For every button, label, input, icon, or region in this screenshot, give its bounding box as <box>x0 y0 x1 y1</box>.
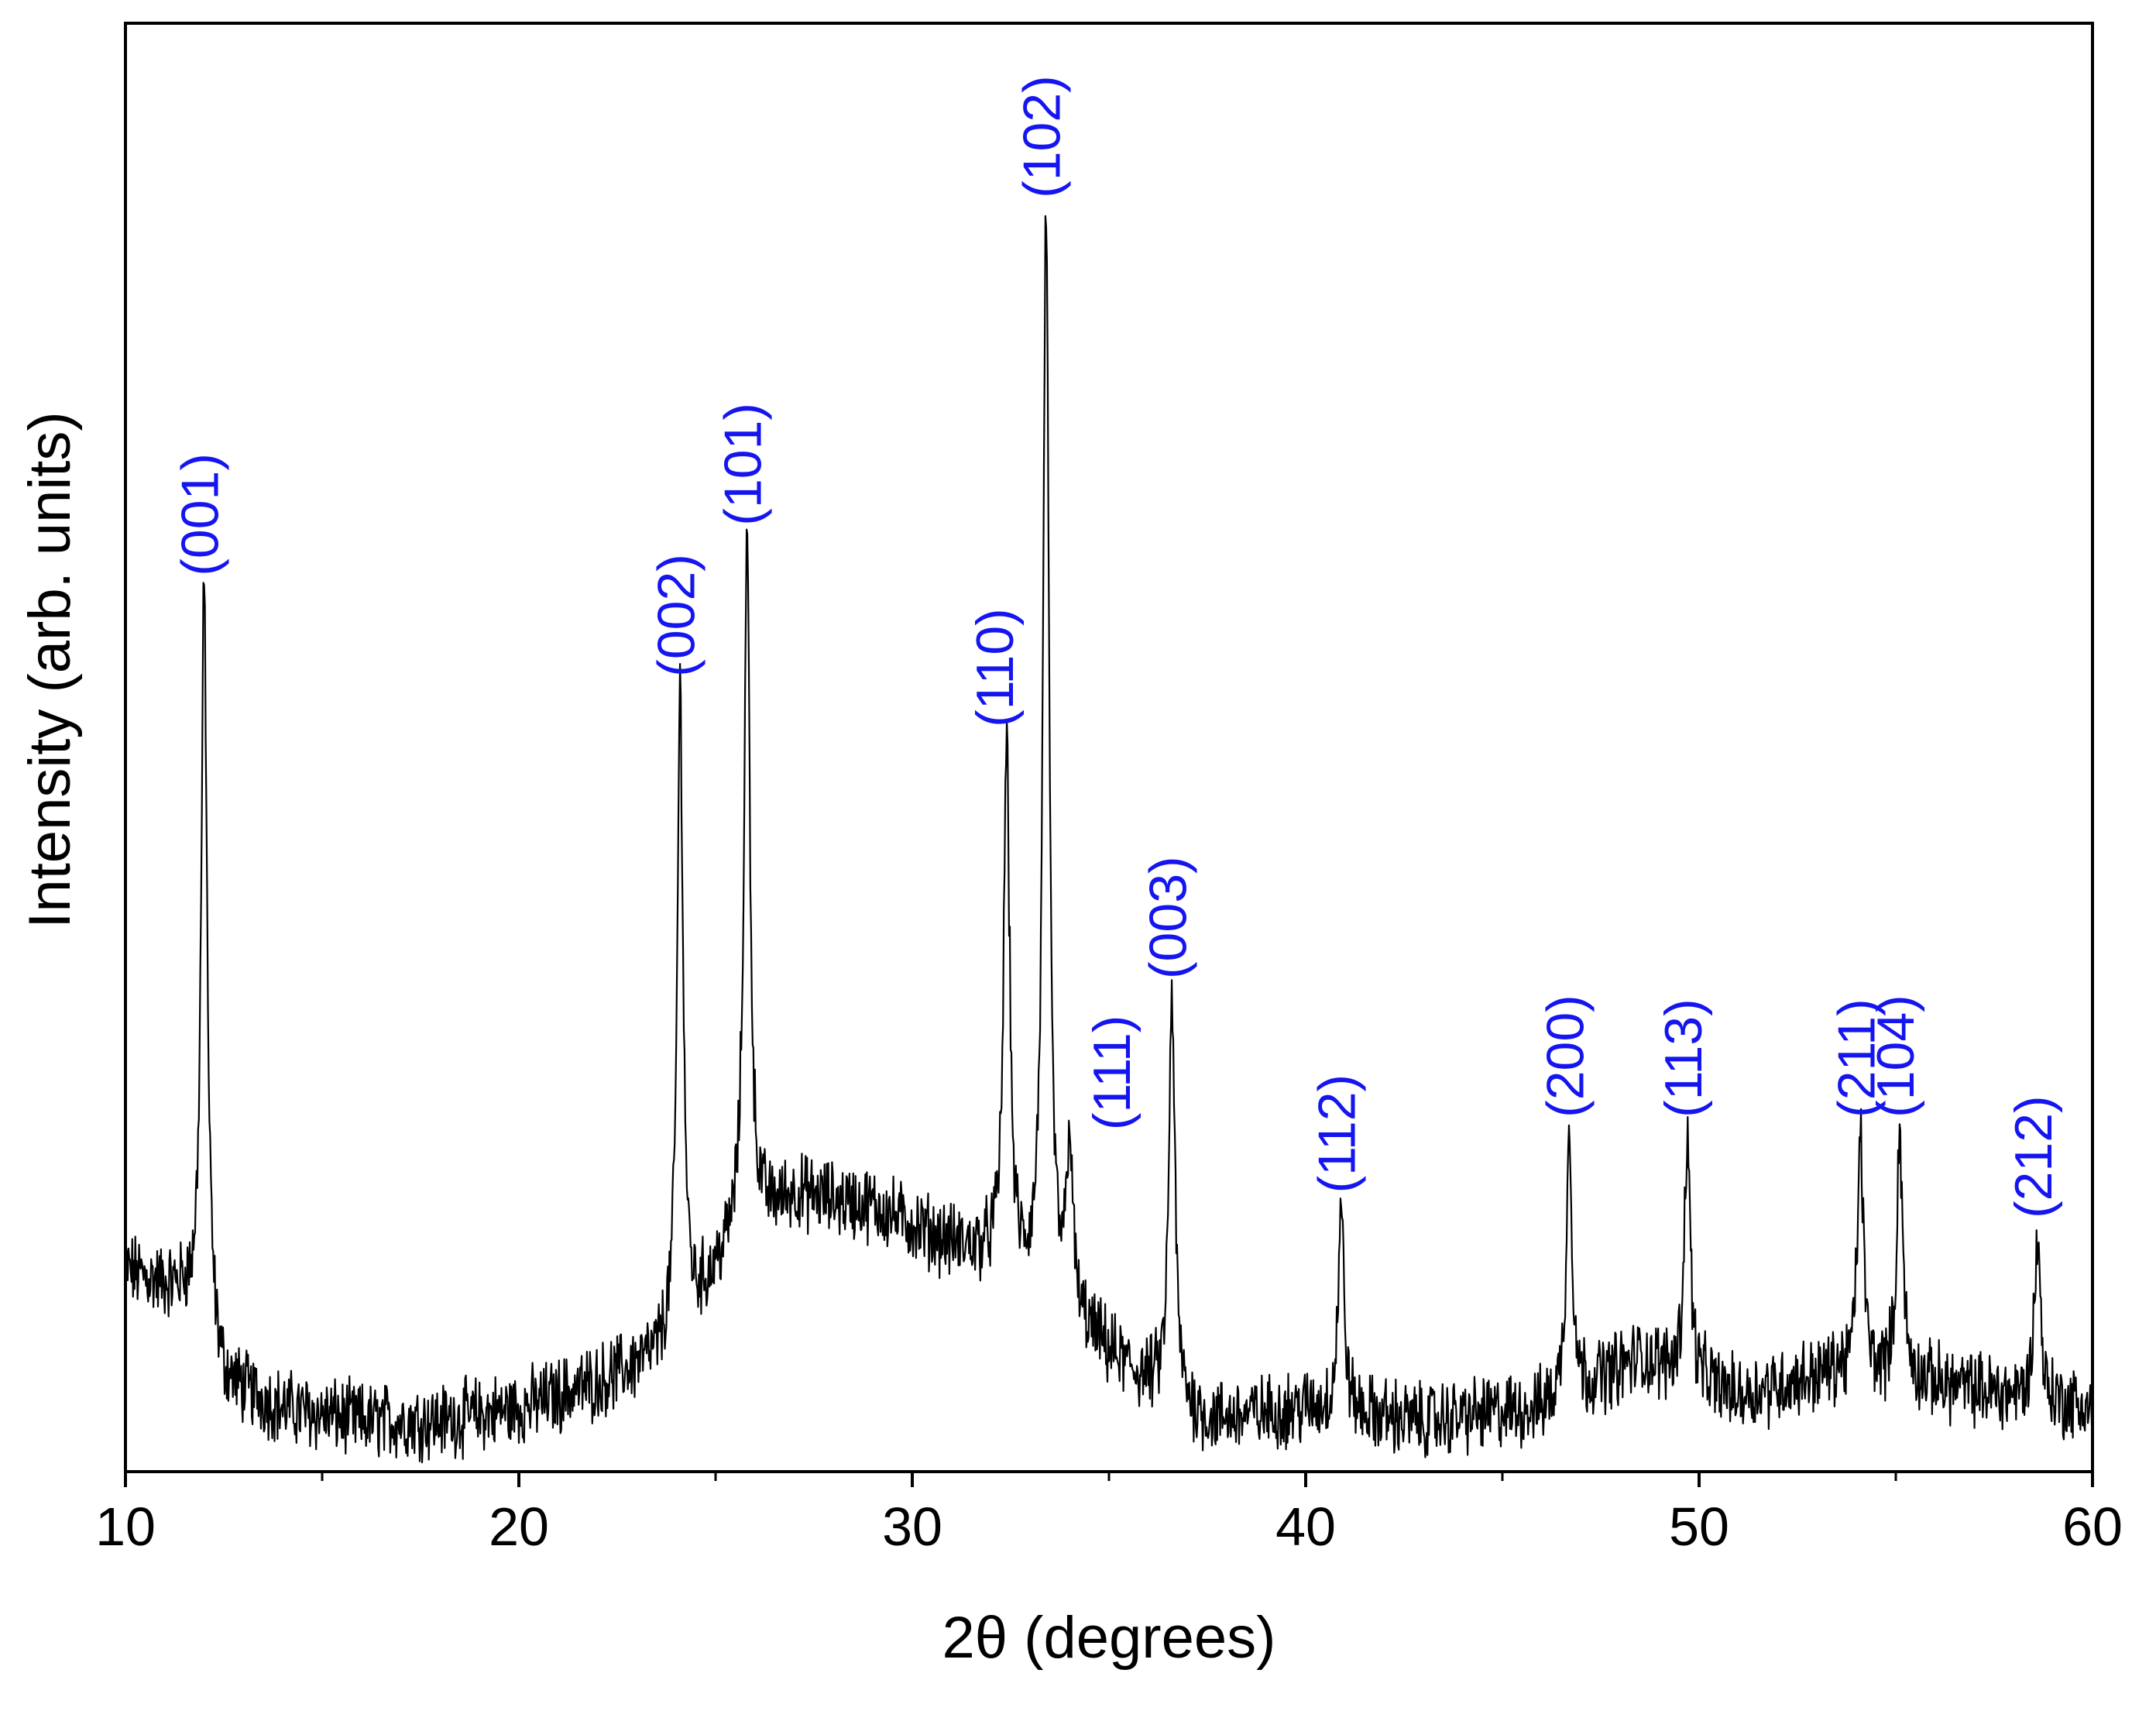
peak-label: (003) <box>1138 856 1197 979</box>
peak-labels: (001) (002)(101) (110) (102) (111) (003) (112)… <box>171 75 2063 1218</box>
x-axis-title: 2θ (degrees) <box>942 1605 1276 1671</box>
peak-label: (200) <box>1536 995 1595 1118</box>
xrd-pattern-line <box>124 215 2094 1464</box>
peak-label: (104) <box>1866 995 1925 1118</box>
peak-label: (002) <box>647 554 706 677</box>
peak-label: (212) <box>2004 1095 2063 1218</box>
peak-label: (211) <box>1827 998 1886 1118</box>
x-tick-label: 30 <box>882 1496 942 1557</box>
x-tick-label: 10 <box>95 1496 156 1557</box>
x-tick-label: 50 <box>1669 1496 1729 1557</box>
peak-label: (001) <box>171 453 230 576</box>
y-axis-title: Intensity (arb. units) <box>17 411 83 928</box>
peak-label: (112) <box>1308 1074 1367 1194</box>
peak-label: (102) <box>1013 75 1072 198</box>
peak-label: (113) <box>1654 998 1713 1118</box>
x-tick-label: 60 <box>2062 1496 2123 1557</box>
x-axis-tick-labels: 10 20 30 40 50 60 <box>95 1496 2123 1557</box>
x-tick-label: 40 <box>1275 1496 1336 1557</box>
peak-label: (101) <box>714 403 773 526</box>
peak-label: (110) <box>966 608 1025 727</box>
peak-label: (111) <box>1083 1015 1142 1131</box>
x-axis-ticks <box>124 1472 2094 1487</box>
x-tick-label: 20 <box>489 1496 549 1557</box>
axes-frame <box>124 22 2094 1473</box>
